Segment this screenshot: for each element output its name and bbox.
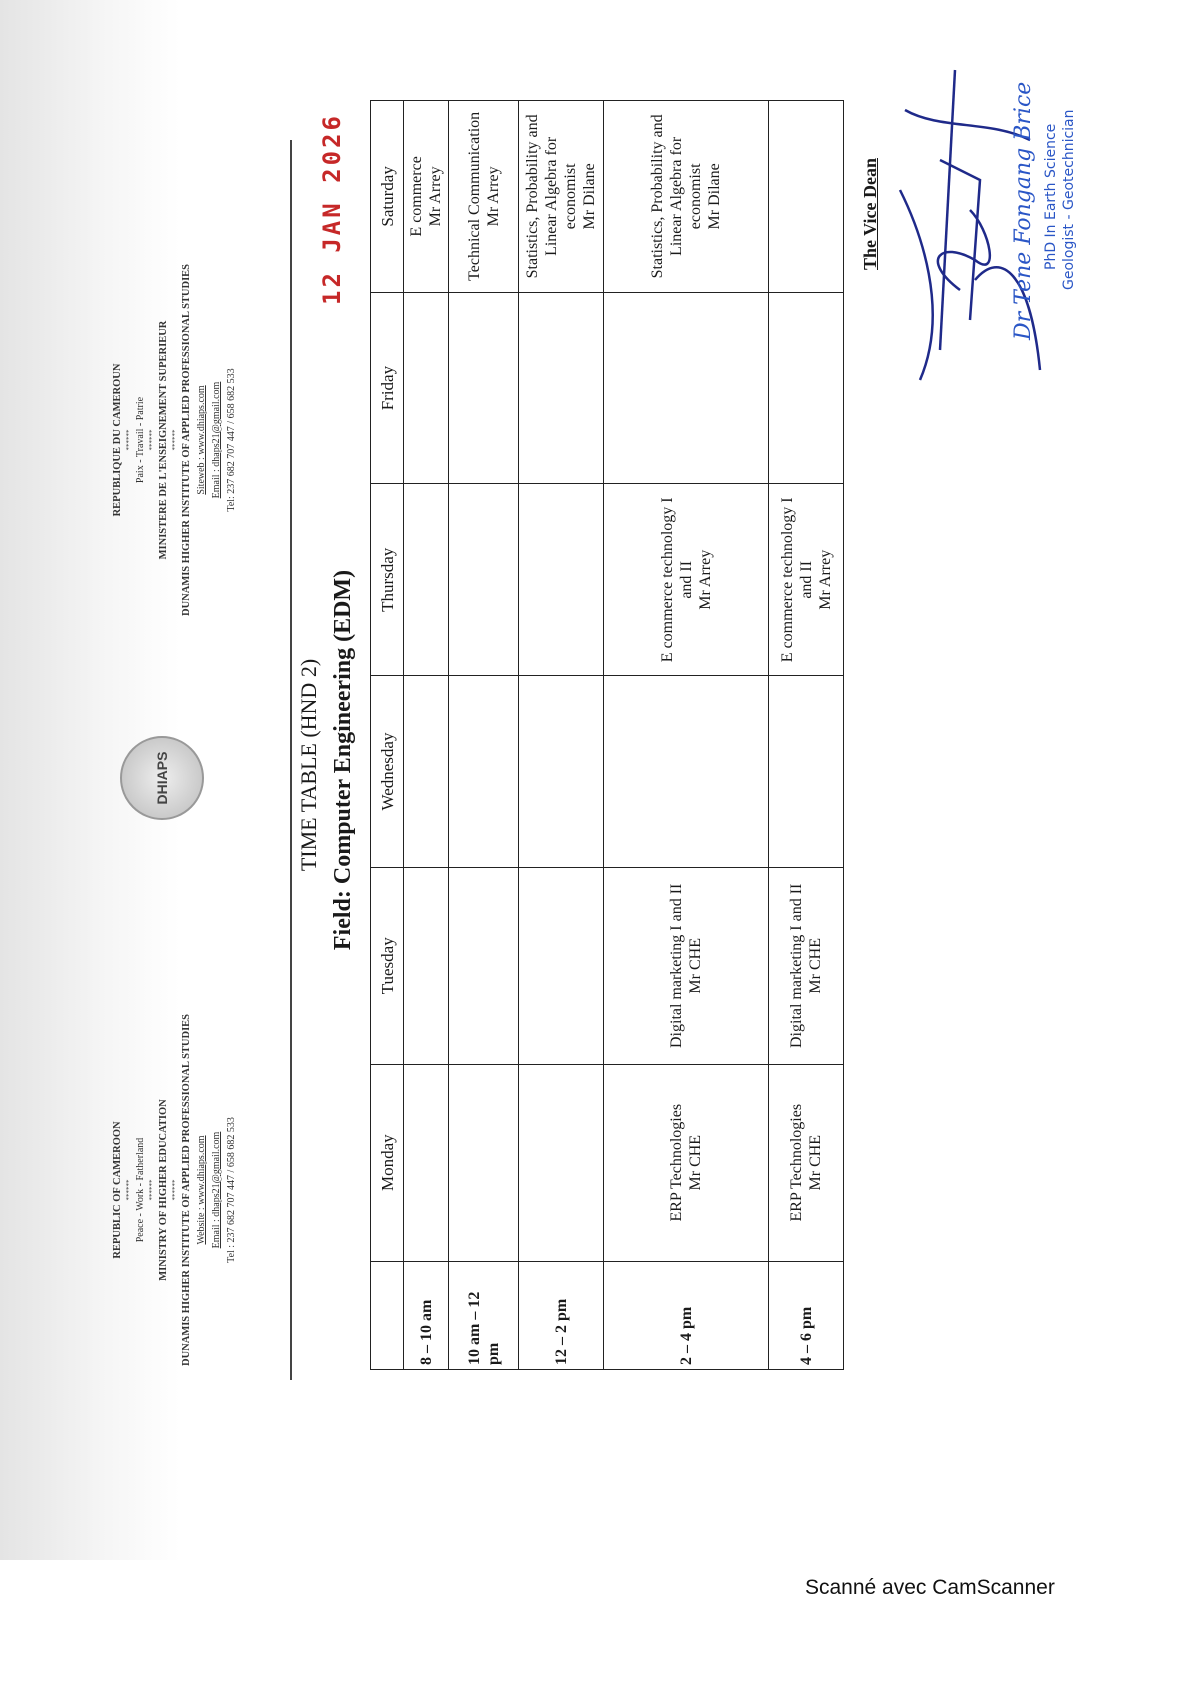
course-cell: Statistics, Probability and Linear Algeb…: [603, 100, 769, 293]
course-cell: [518, 1064, 604, 1262]
country-fr: REPUBLIQUE DU CAMEROUN: [112, 363, 123, 517]
separator: ******: [148, 1179, 156, 1201]
column-header: Wednesday: [370, 675, 404, 868]
column-header: Friday: [370, 292, 404, 484]
course-cell: E commerce technology I and II Mr Arrey: [768, 483, 844, 676]
date-stamp: 12 JAN 2026: [318, 113, 346, 305]
time-slot: 8 – 10 am: [403, 1261, 449, 1370]
column-header: Tuesday: [370, 867, 404, 1065]
course-cell: [768, 100, 844, 293]
column-header: [370, 1261, 404, 1370]
course-cell: Digital marketing I and II Mr CHE: [603, 867, 769, 1065]
timetable: Monday Tuesday Wednesday Thursday Friday Satu…: [370, 100, 844, 1370]
header-left: REPUBLIC OF CAMEROON ****** Peace - Work…: [110, 1000, 239, 1380]
table-row: 12 – 2 pm Statistics, Probability and Lin…: [518, 100, 604, 1370]
course-cell: [403, 675, 449, 868]
column-header: Monday: [370, 1064, 404, 1262]
course-cell: [518, 292, 604, 484]
course-cell: [403, 1064, 449, 1262]
email: Email : dhaps21@gmail.com: [211, 381, 222, 499]
logo-text: DHIAPS: [154, 751, 170, 805]
stamp-line1: PhD In Earth Science: [1043, 124, 1059, 270]
course-cell: [403, 867, 449, 1065]
time-slot: 12 – 2 pm: [518, 1261, 604, 1370]
telephone: Tel : 237 682 707 447 / 658 682 533: [226, 1117, 237, 1263]
document-page: REPUBLIC OF CAMEROON ****** Peace - Work…: [110, 69, 1077, 1380]
separator: ******: [171, 429, 179, 451]
separator: ******: [125, 1179, 133, 1201]
institute-name: DUNAMIS HIGHER INSTITUTE OF APPLIED PROF…: [181, 263, 192, 617]
column-header: Saturday: [370, 100, 404, 293]
course-cell: [448, 1064, 519, 1262]
course-cell: [448, 292, 519, 484]
course-cell: [448, 867, 519, 1065]
signature: [898, 69, 1042, 381]
course-cell: [448, 675, 519, 868]
course-cell: Statistics, Probability and Linear Algeb…: [518, 100, 604, 293]
telephone: Tel: 237 682 707 447 / 658 682 533: [226, 368, 237, 512]
course-cell: [518, 483, 604, 676]
separator: ******: [171, 1179, 179, 1201]
course-cell: ERP Technologies Mr CHE: [603, 1064, 769, 1262]
country-en: REPUBLIC OF CAMEROON: [112, 1121, 123, 1259]
website: Website : www.dhiaps.com: [196, 1135, 207, 1245]
time-slot: 10 am – 12 pm: [448, 1261, 519, 1370]
course-cell: Digital marketing I and II Mr CHE: [768, 867, 844, 1065]
motto-en: Peace - Work - Fatherland: [135, 1137, 146, 1243]
header-divider: [290, 140, 292, 1380]
page-title: TIME TABLE (HND 2): [296, 658, 321, 872]
course-cell: [603, 292, 769, 484]
signature-and-stamp: Dr Tene Fongang Brice PhD In Earth Scien…: [898, 69, 1077, 381]
ministry-fr: MINISTERE DE L'ENSEIGNEMENT SUPERIEUR: [158, 320, 169, 560]
stamp-line2: Geologist - Geotechnician: [1061, 110, 1077, 291]
course-cell: [448, 483, 519, 676]
course-cell: [518, 867, 604, 1065]
course-cell: [603, 675, 769, 868]
course-cell: [768, 675, 844, 868]
time-slot: 4 – 6 pm: [768, 1261, 844, 1370]
course-cell: [518, 675, 604, 868]
institute-logo: DHIAPS: [120, 736, 204, 820]
course-cell: E commerce Mr Arrey: [403, 100, 449, 293]
table-row: 4 – 6 pm ERP Technologies Mr CHE Digital m…: [768, 100, 844, 1370]
institute-name: DUNAMIS HIGHER INSTITUTE OF APPLIED PROF…: [181, 1013, 192, 1367]
course-cell: [403, 292, 449, 484]
course-cell: Technical Communication Mr Arrey: [448, 100, 519, 293]
table-row: 8 – 10 am E commerce Mr Arrey: [403, 100, 449, 1370]
stamp: Dr Tene Fongang Brice PhD In Earth Scien…: [1011, 82, 1077, 341]
course-cell: [768, 292, 844, 484]
table-row: 2 – 4 pm ERP Technologies Mr CHE Digital m…: [603, 100, 769, 1370]
separator: ******: [148, 429, 156, 451]
signatory-title: The Vice Dean: [860, 158, 880, 270]
motto-fr: Paix - Travail - Patrie: [135, 396, 146, 484]
scanner-watermark: Scanné avec CamScanner: [805, 1576, 1055, 1599]
table-header-row: Monday Tuesday Wednesday Thursday Friday Satu…: [370, 100, 404, 1370]
course-cell: ERP Technologies Mr CHE: [768, 1064, 844, 1262]
separator: ******: [125, 429, 133, 451]
column-header: Thursday: [370, 483, 404, 676]
header-right: REPUBLIQUE DU CAMEROUN ****** Paix - Tra…: [110, 250, 239, 630]
field-subtitle: Field: Computer Engineering (EDM): [330, 569, 356, 951]
course-cell: E commerce technology I and II Mr Arrey: [603, 483, 769, 676]
email: Email : dhaps21@gmail.com: [211, 1131, 222, 1249]
ministry-en: MINISTRY OF HIGHER EDUCATION: [158, 1099, 169, 1281]
course-cell: [403, 483, 449, 676]
stamp-name: Dr Tene Fongang Brice: [1011, 82, 1036, 341]
table-row: 10 am – 12 pm Technical Communication Mr …: [448, 100, 519, 1370]
website: Siteweb : www.dhiaps.com: [196, 385, 207, 495]
time-slot: 2 – 4 pm: [603, 1261, 769, 1370]
